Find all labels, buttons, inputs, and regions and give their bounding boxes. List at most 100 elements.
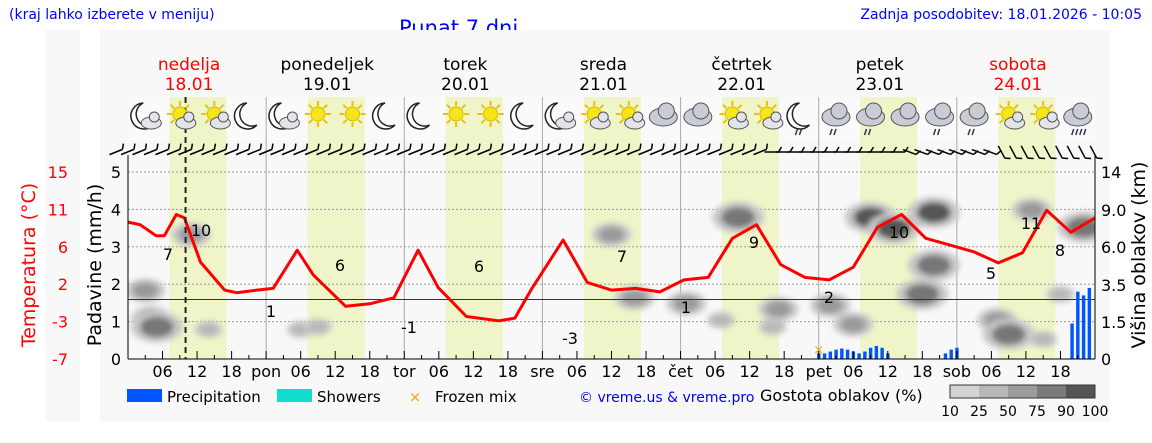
density-legend-label: 50 — [999, 404, 1017, 420]
barb-feather — [789, 146, 794, 153]
barb-feather — [616, 143, 619, 150]
day-date: 22.01 — [717, 75, 766, 95]
x-tick-label: 12 — [878, 362, 898, 381]
barb-shaft — [925, 148, 940, 156]
cloud-puff — [1072, 102, 1090, 120]
precip-tick-label: 3 — [111, 238, 121, 257]
barb-shaft — [603, 148, 618, 156]
x-tick-label: 12 — [463, 362, 483, 381]
barb-feather — [1050, 157, 1057, 160]
precipitation-bar — [1076, 291, 1080, 359]
barb-feather — [271, 143, 274, 150]
barb-shaft — [569, 148, 583, 156]
sun-disc — [448, 106, 464, 122]
barb-feather — [1073, 157, 1080, 160]
barb-feather — [719, 143, 723, 150]
barb-shaft — [718, 148, 733, 156]
x-tick-label: 12 — [1016, 362, 1036, 381]
barb-feather — [1039, 157, 1046, 160]
sun-ray — [1048, 104, 1054, 110]
precipitation-bar — [880, 347, 884, 359]
precip-streak — [794, 128, 799, 136]
wind-barb-icon — [143, 143, 159, 156]
wind-barb-icon — [753, 143, 769, 156]
precip-streak — [829, 128, 833, 136]
wind-barb-icon — [385, 143, 401, 156]
sun-icon — [443, 101, 470, 127]
x-tick-label: 06 — [152, 362, 172, 381]
wind-barb-icon — [546, 143, 562, 156]
cloud-puff — [286, 111, 298, 123]
barb-feather — [409, 143, 412, 150]
cloud-cell-core — [721, 207, 756, 228]
cloud-cell-core — [139, 316, 174, 338]
barb-feather — [167, 143, 171, 150]
barb-feather — [673, 143, 677, 150]
barb-shaft — [362, 148, 376, 156]
wind-barb-icon — [155, 143, 171, 156]
barb-feather — [351, 143, 355, 150]
temperature-data-label: 7 — [163, 245, 173, 264]
wind-barb-icon — [408, 143, 424, 156]
cloud-cell-core — [916, 254, 951, 276]
barb-feather — [731, 143, 734, 150]
wind-barb-icon — [281, 143, 297, 156]
barb-feather — [1027, 157, 1034, 160]
sun-ray — [169, 104, 175, 110]
barb-feather — [846, 146, 852, 153]
barb-shaft — [1032, 145, 1040, 159]
barb-feather — [812, 146, 817, 153]
x-tick-label: 12 — [325, 362, 345, 381]
barb-shaft — [753, 148, 767, 156]
moon-icon — [406, 102, 431, 130]
location-hint[interactable]: (kraj lahko izberete v meniju) — [9, 7, 215, 23]
barb-shaft — [1066, 145, 1075, 159]
x-tick-label: 18 — [1050, 362, 1070, 381]
day-date: 21.01 — [579, 75, 628, 95]
moon-shape — [371, 102, 396, 130]
sun-ray — [446, 104, 452, 110]
precipitation-bar — [822, 353, 827, 359]
barb-feather — [881, 146, 886, 153]
sun-cloud-icon — [201, 101, 231, 130]
barb-shaft — [327, 148, 342, 156]
sun-ray — [618, 104, 624, 110]
barb-shaft — [477, 148, 491, 156]
barb-feather — [225, 143, 228, 150]
barb-shaft — [189, 148, 204, 156]
cloud-rain-icon — [959, 102, 989, 136]
sun-ray — [998, 104, 1004, 110]
barb-shaft — [511, 148, 526, 156]
wind-barb-icon — [396, 143, 412, 156]
wind-barb-icon — [224, 143, 240, 156]
wind-barb-icon — [247, 143, 263, 156]
sun-ray — [584, 104, 590, 110]
precipitation-bar — [1087, 287, 1092, 359]
barb-feather — [478, 143, 481, 150]
barb-feather — [627, 143, 631, 150]
x-tick-label: 12 — [739, 362, 759, 381]
x-tick-label: 18 — [774, 362, 794, 381]
barb-shaft — [960, 148, 974, 156]
barb-shaft — [902, 148, 917, 156]
day-date: 24.01 — [994, 75, 1043, 95]
cloud-puff — [597, 111, 609, 123]
cloud-cell-core — [1051, 288, 1070, 300]
barb-shaft — [1089, 145, 1098, 159]
x-tick-label: pon — [251, 362, 281, 381]
barb-shaft — [281, 148, 296, 156]
barb-shaft — [684, 148, 698, 156]
barb-shaft — [638, 148, 652, 156]
showers-legend-swatch — [277, 389, 312, 402]
barb-shaft — [408, 148, 422, 156]
sun-ray — [757, 118, 762, 124]
barb-feather — [317, 143, 320, 150]
precipitation-bar — [840, 348, 844, 359]
sun-cloud-icon — [753, 101, 784, 130]
cloud-cell-core — [1018, 202, 1045, 218]
barb-shaft — [431, 148, 445, 156]
daylight-band — [445, 97, 503, 359]
barb-shaft — [385, 148, 399, 156]
wind-barb-icon — [270, 143, 286, 156]
barb-shaft — [672, 148, 687, 156]
